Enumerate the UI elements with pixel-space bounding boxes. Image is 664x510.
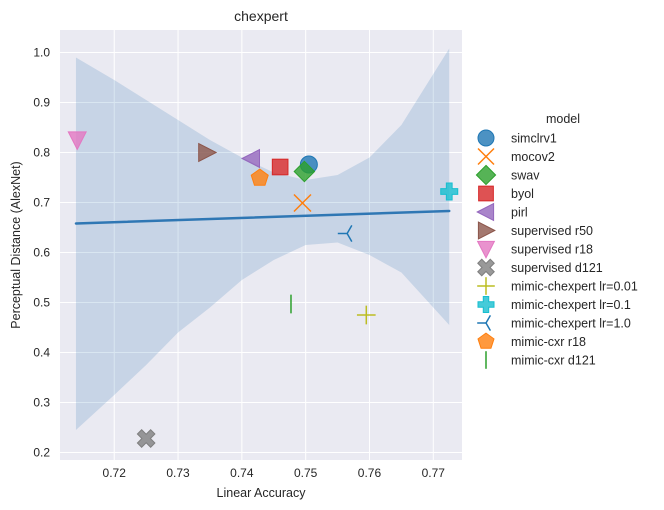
legend-title: model <box>546 112 580 126</box>
confidence-band-area <box>75 48 450 430</box>
legend-marker <box>475 164 497 186</box>
y-tick-label: 1.0 <box>33 46 50 60</box>
chart-title: chexpert <box>234 8 288 24</box>
legend-label: mimic-cxr r18 <box>511 335 586 349</box>
legend-label: mocov2 <box>511 150 555 164</box>
legend-label: mimic-cxr d121 <box>511 354 596 368</box>
legend-label: mimic-chexpert lr=1.0 <box>511 317 631 331</box>
legend-marker <box>476 240 496 259</box>
plot-background <box>60 30 462 460</box>
y-tick-label: 0.4 <box>33 346 50 360</box>
x-tick-label: 0.74 <box>230 466 254 480</box>
legend-label: supervised r18 <box>511 243 593 257</box>
legend-marker <box>478 185 494 202</box>
legend-marker <box>477 129 495 147</box>
legend-marker <box>477 332 495 349</box>
legend-label: byol <box>511 187 534 201</box>
y-tick-label: 0.8 <box>33 146 50 160</box>
x-tick-label: 0.76 <box>358 466 382 480</box>
legend-label: simclrv1 <box>511 132 557 146</box>
regression-line <box>74 209 451 225</box>
grid <box>60 30 462 460</box>
data-point <box>440 182 459 201</box>
legend-marker <box>477 277 495 295</box>
y-axis-label: Perceptual Distance (AlexNet) <box>9 161 23 328</box>
data-point <box>293 160 316 183</box>
x-tick-label: 0.73 <box>166 466 190 480</box>
y-tick-label: 0.3 <box>33 396 50 410</box>
confidence-band <box>75 48 450 430</box>
legend-label: mimic-chexpert lr=0.1 <box>511 298 631 312</box>
data-point <box>337 225 353 242</box>
data-point <box>67 131 87 151</box>
legend-marker <box>477 315 492 331</box>
legend-label: supervised r50 <box>511 224 593 238</box>
data-point <box>136 429 156 448</box>
y-tick-label: 0.5 <box>33 296 50 310</box>
x-tick-label: 0.72 <box>103 466 127 480</box>
x-axis-label: Linear Accuracy <box>217 486 307 500</box>
legend-label: swav <box>511 169 540 183</box>
legend-label: supervised d121 <box>511 261 603 275</box>
legend-marker <box>477 147 495 166</box>
data-points <box>67 131 459 448</box>
data-point <box>250 168 269 186</box>
data-point <box>240 148 261 169</box>
x-tick-labels: 0.72 0.73 0.74 0.75 0.76 0.77 <box>103 466 446 480</box>
legend-marker <box>476 202 495 222</box>
data-point <box>293 193 312 213</box>
x-tick-label: 0.77 <box>422 466 446 480</box>
y-tick-label: 0.6 <box>33 246 50 260</box>
legend-label: mimic-chexpert lr=0.01 <box>511 280 638 294</box>
legend-marker <box>477 221 496 240</box>
legend-label: pirl <box>511 206 528 220</box>
y-tick-labels: 0.2 0.3 0.4 0.5 0.6 0.7 0.8 0.9 1.0 <box>33 46 50 460</box>
legend: model simclrv1 mocov2 swav byol pirl supervis… <box>475 112 638 369</box>
x-tick-label: 0.75 <box>294 466 318 480</box>
legend-marker <box>477 258 495 277</box>
data-point <box>356 305 376 325</box>
data-point <box>198 142 218 163</box>
regression-layer <box>74 209 451 225</box>
legend-marker <box>477 296 495 313</box>
data-point <box>271 158 289 176</box>
y-tick-label: 0.7 <box>33 196 50 210</box>
y-tick-label: 0.9 <box>33 96 50 110</box>
y-tick-label: 0.2 <box>33 446 50 460</box>
